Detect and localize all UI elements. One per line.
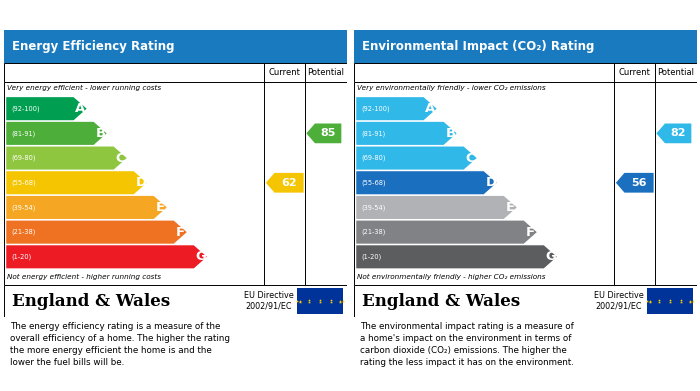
Text: E: E: [155, 201, 164, 214]
Text: Potential: Potential: [657, 68, 694, 77]
Text: 62: 62: [281, 178, 297, 188]
Text: 56: 56: [631, 178, 647, 188]
Text: (1-20): (1-20): [361, 254, 382, 260]
Text: The environmental impact rating is a measure of
a home's impact on the environme: The environmental impact rating is a mea…: [360, 323, 574, 367]
Text: (55-68): (55-68): [361, 179, 386, 186]
Text: B: B: [445, 127, 456, 140]
Bar: [297, 288, 343, 314]
Polygon shape: [6, 147, 127, 170]
Text: G: G: [545, 250, 557, 263]
Text: Environmental Impact (CO₂) Rating: Environmental Impact (CO₂) Rating: [362, 40, 594, 53]
Text: C: C: [466, 152, 475, 165]
Polygon shape: [6, 97, 87, 120]
Polygon shape: [6, 245, 206, 268]
Text: England & Wales: England & Wales: [12, 292, 170, 310]
Polygon shape: [266, 173, 304, 193]
Polygon shape: [307, 124, 342, 143]
Text: Current: Current: [269, 68, 301, 77]
Text: Not environmentally friendly - higher CO₂ emissions: Not environmentally friendly - higher CO…: [357, 274, 545, 280]
Text: 82: 82: [670, 128, 686, 138]
Text: (1-20): (1-20): [11, 254, 32, 260]
Text: EU Directive
2002/91/EC: EU Directive 2002/91/EC: [594, 291, 643, 311]
Text: (81-91): (81-91): [361, 130, 385, 136]
Text: EU Directive
2002/91/EC: EU Directive 2002/91/EC: [244, 291, 293, 311]
Text: D: D: [485, 176, 496, 189]
Polygon shape: [6, 171, 147, 194]
Polygon shape: [356, 245, 556, 268]
Text: The energy efficiency rating is a measure of the
overall efficiency of a home. T: The energy efficiency rating is a measur…: [10, 323, 230, 367]
Polygon shape: [657, 124, 692, 143]
Text: A: A: [76, 102, 85, 115]
Polygon shape: [356, 196, 517, 219]
Text: (39-54): (39-54): [361, 204, 386, 211]
Text: A: A: [426, 102, 435, 115]
Text: Not energy efficient - higher running costs: Not energy efficient - higher running co…: [7, 274, 161, 280]
Text: (81-91): (81-91): [11, 130, 35, 136]
Text: Very energy efficient - lower running costs: Very energy efficient - lower running co…: [7, 85, 161, 91]
Polygon shape: [6, 221, 187, 244]
Polygon shape: [6, 196, 167, 219]
Polygon shape: [6, 122, 106, 145]
Text: (21-38): (21-38): [361, 229, 386, 235]
Text: (92-100): (92-100): [11, 106, 40, 112]
Text: Very environmentally friendly - lower CO₂ emissions: Very environmentally friendly - lower CO…: [357, 85, 545, 91]
Polygon shape: [356, 171, 497, 194]
Text: (92-100): (92-100): [361, 106, 390, 112]
Text: England & Wales: England & Wales: [362, 292, 520, 310]
Polygon shape: [356, 122, 456, 145]
Text: (69-80): (69-80): [11, 155, 36, 161]
Text: 85: 85: [321, 128, 336, 138]
Text: Energy Efficiency Rating: Energy Efficiency Rating: [12, 40, 174, 53]
Text: (55-68): (55-68): [11, 179, 36, 186]
Text: B: B: [95, 127, 106, 140]
Text: (39-54): (39-54): [11, 204, 36, 211]
Text: F: F: [176, 226, 185, 239]
Text: D: D: [135, 176, 146, 189]
Bar: [647, 288, 693, 314]
Polygon shape: [356, 221, 537, 244]
Text: F: F: [526, 226, 535, 239]
Text: (69-80): (69-80): [361, 155, 386, 161]
Text: (21-38): (21-38): [11, 229, 36, 235]
Polygon shape: [356, 97, 437, 120]
Polygon shape: [616, 173, 654, 193]
Text: E: E: [505, 201, 514, 214]
Text: C: C: [116, 152, 125, 165]
Text: Potential: Potential: [307, 68, 344, 77]
Polygon shape: [356, 147, 477, 170]
Text: Current: Current: [619, 68, 651, 77]
Text: G: G: [195, 250, 206, 263]
